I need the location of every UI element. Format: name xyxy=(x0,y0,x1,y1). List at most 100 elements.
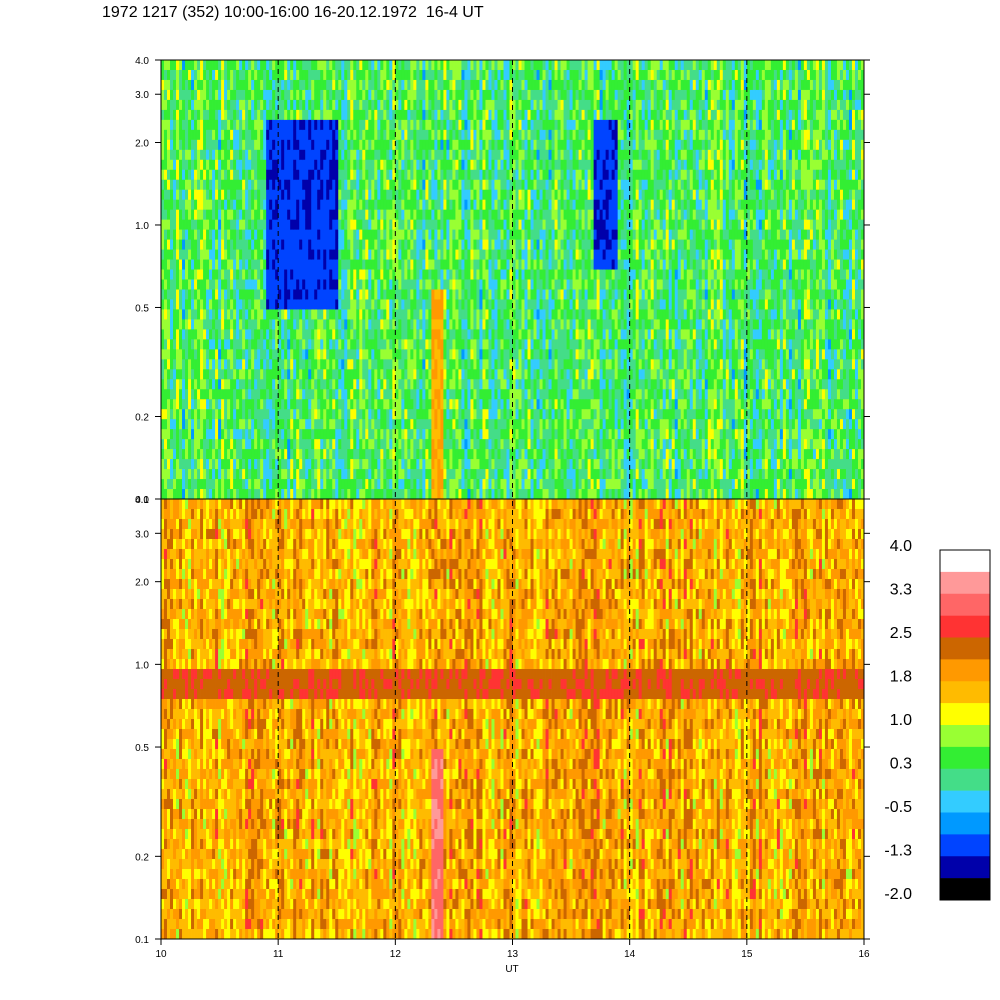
heat-cell xyxy=(233,259,237,270)
heat-cell xyxy=(308,289,312,300)
heat-cell xyxy=(281,219,285,231)
heat-cell xyxy=(389,319,393,330)
heat-cell xyxy=(239,399,243,410)
heat-cell xyxy=(230,99,234,111)
heat-cell xyxy=(161,189,165,201)
heat-cell xyxy=(224,159,228,171)
heat-cell xyxy=(224,169,228,181)
heat-cell xyxy=(329,169,333,181)
heat-cell xyxy=(431,409,435,420)
heat-cell xyxy=(188,389,192,400)
heat-cell xyxy=(497,279,501,290)
heat-cell xyxy=(374,139,378,151)
heat-cell xyxy=(491,319,495,330)
heat-cell xyxy=(374,349,378,360)
heat-cell xyxy=(272,459,276,470)
heat-cell xyxy=(368,359,372,370)
heat-cell xyxy=(293,119,297,131)
heat-cell xyxy=(323,419,327,430)
heat-cell xyxy=(410,399,414,410)
heat-cell xyxy=(335,119,339,131)
heat-cell xyxy=(209,159,213,171)
heat-cell xyxy=(479,459,483,470)
heat-cell xyxy=(194,209,198,221)
heat-cell xyxy=(461,389,465,400)
heat-cell xyxy=(488,209,492,221)
heat-cell xyxy=(344,279,348,290)
heat-cell xyxy=(179,479,183,490)
heat-cell xyxy=(251,289,255,300)
heat-cell xyxy=(320,209,324,221)
heat-cell xyxy=(290,89,294,101)
heat-cell xyxy=(164,79,168,91)
heat-cell xyxy=(329,429,333,440)
heat-cell xyxy=(227,389,231,400)
heat-cell xyxy=(203,229,207,240)
heat-cell xyxy=(317,389,321,400)
heat-cell xyxy=(275,299,279,310)
heat-cell xyxy=(164,189,168,201)
heat-cell xyxy=(233,349,237,360)
heat-cell xyxy=(344,169,348,181)
heat-cell xyxy=(287,299,291,310)
heat-cell xyxy=(242,409,246,420)
heat-cell xyxy=(488,419,492,430)
heat-cell xyxy=(269,389,273,400)
heat-cell xyxy=(329,439,333,450)
heat-cell xyxy=(257,339,261,350)
heat-cell xyxy=(191,159,195,171)
heat-cell xyxy=(215,109,219,121)
heat-cell xyxy=(239,309,243,320)
heat-cell xyxy=(494,459,498,470)
heat-cell xyxy=(302,259,306,270)
heat-cell xyxy=(188,229,192,240)
heat-cell xyxy=(341,359,345,370)
heat-cell xyxy=(290,169,294,181)
heat-cell xyxy=(179,389,183,400)
heat-cell xyxy=(269,299,273,310)
heat-cell xyxy=(212,339,216,350)
heat-cell xyxy=(302,449,306,460)
heat-cell xyxy=(482,79,486,91)
heat-cell xyxy=(374,209,378,221)
heat-cell xyxy=(197,479,201,490)
heat-cell xyxy=(281,129,285,141)
heat-cell xyxy=(305,89,309,101)
heat-cell xyxy=(416,99,420,111)
heat-cell xyxy=(389,459,393,470)
heat-cell xyxy=(260,439,264,450)
heat-cell xyxy=(353,169,357,181)
heat-cell xyxy=(164,99,168,111)
heat-cell xyxy=(200,89,204,101)
heat-cell xyxy=(434,279,438,290)
heat-cell xyxy=(401,459,405,470)
heat-cell xyxy=(425,469,429,480)
heat-cell xyxy=(476,129,480,141)
heat-cell xyxy=(362,79,366,91)
heat-cell xyxy=(401,99,405,111)
heat-cell xyxy=(326,109,330,121)
heat-cell xyxy=(299,159,303,171)
heat-cell xyxy=(449,169,453,181)
heat-cell xyxy=(251,459,255,470)
heat-cell xyxy=(497,219,501,231)
heat-cell xyxy=(362,119,366,131)
heat-cell xyxy=(392,339,396,350)
heat-cell xyxy=(218,469,222,480)
heat-cell xyxy=(389,379,393,390)
heat-cell xyxy=(404,169,408,181)
heat-cell xyxy=(230,189,234,201)
heat-cell xyxy=(260,159,264,171)
heat-cell xyxy=(269,329,273,340)
heat-cell xyxy=(464,259,468,270)
heat-cell xyxy=(170,299,174,310)
heat-cell xyxy=(224,279,228,290)
heat-cell xyxy=(407,99,411,111)
heat-cell xyxy=(455,419,459,430)
heat-cell xyxy=(467,60,471,71)
heat-cell xyxy=(344,99,348,111)
heat-cell xyxy=(197,459,201,470)
heat-cell xyxy=(287,89,291,101)
heat-cell xyxy=(386,60,390,71)
heat-cell xyxy=(287,69,291,81)
